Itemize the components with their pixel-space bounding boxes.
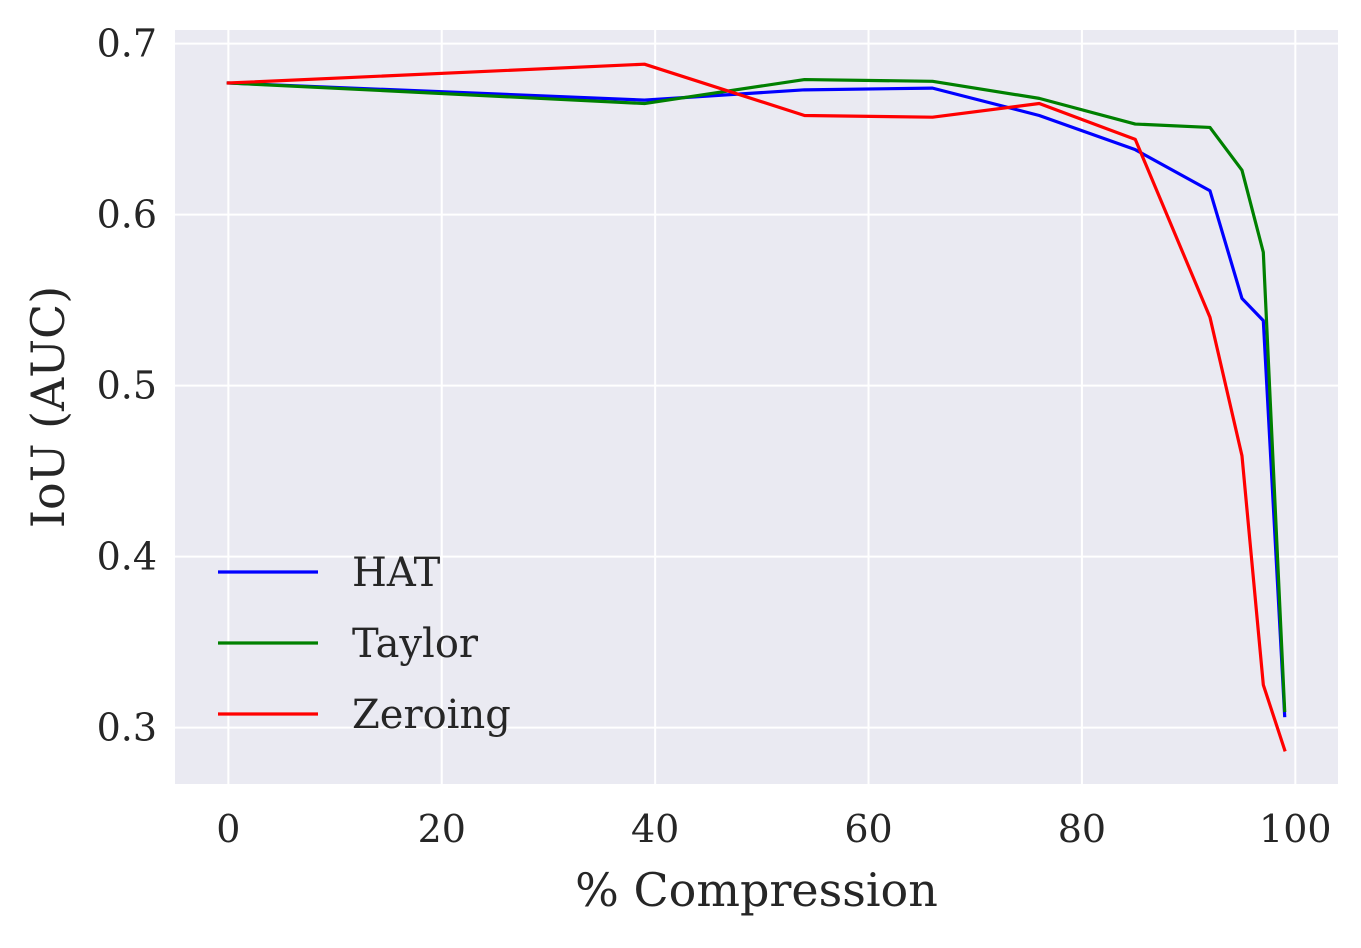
series-line-taylor — [226, 77, 1287, 713]
legend-label-zeroing: Zeroing — [352, 692, 511, 738]
series-line-zeroing — [226, 62, 1287, 752]
x-tick-label: 100 — [1259, 807, 1332, 851]
y-tick-label: 0.5 — [97, 364, 157, 408]
plot-area — [175, 30, 1338, 784]
y-tick-label: 0.6 — [97, 193, 157, 237]
y-tick-label: 0.4 — [97, 535, 157, 579]
legend: HAT Taylor Zeroing — [218, 550, 511, 738]
x-tick-label: 60 — [844, 807, 892, 851]
grid-lines — [175, 30, 1338, 784]
legend-label-taylor: Taylor — [352, 621, 479, 667]
legend-label-hat: HAT — [352, 550, 441, 596]
series-line-hat — [226, 81, 1287, 718]
x-tick-label: 20 — [418, 807, 466, 851]
x-axis-label: % Compression — [575, 863, 938, 917]
x-tick-label: 0 — [216, 807, 240, 851]
y-tick-label: 0.3 — [97, 706, 157, 750]
x-tick-labels: 0 20 40 60 80 100 — [216, 807, 1331, 851]
x-tick-label: 40 — [631, 807, 679, 851]
series-lines — [226, 62, 1287, 752]
y-tick-label: 0.7 — [97, 22, 157, 66]
x-tick-label: 80 — [1058, 807, 1106, 851]
y-tick-labels: 0.3 0.4 0.5 0.6 0.7 — [97, 22, 157, 750]
y-axis-label: IoU (AUC) — [21, 286, 75, 528]
